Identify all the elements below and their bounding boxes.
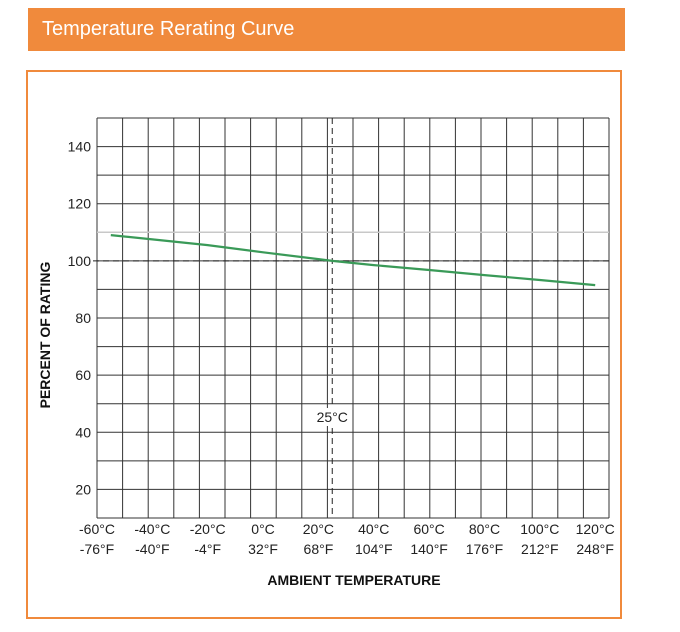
x-tick-label-f: 140°F [410, 541, 448, 557]
reference-label-bg [315, 408, 350, 426]
y-axis-title: PERCENT OF RATING [37, 262, 53, 409]
x-tick-label-c: 40°C [358, 521, 389, 537]
x-tick-label-c: 0°C [251, 521, 275, 537]
x-tick-label-f: 32°F [248, 541, 278, 557]
x-tick-label-f: 68°F [304, 541, 334, 557]
y-tick-label: 140 [68, 139, 92, 155]
x-tick-label-c: 80°C [469, 521, 500, 537]
y-tick-label: 20 [75, 481, 91, 497]
x-tick-label-f: -40°F [135, 541, 169, 557]
x-tick-label-c: -60°C [79, 521, 115, 537]
x-tick-label-c: 60°C [413, 521, 444, 537]
chart-frame [26, 70, 622, 619]
x-tick-label-c: -40°C [134, 521, 170, 537]
x-tick-label-f: -76°F [80, 541, 114, 557]
title-bar: Temperature Rerating Curve [28, 8, 625, 51]
x-tick-label-c: 100°C [520, 521, 559, 537]
y-tick-label: 80 [75, 310, 91, 326]
y-tick-label: 60 [75, 367, 91, 383]
reference-label: 25°C [317, 409, 348, 425]
rerating-curve-line [110, 234, 596, 287]
y-tick-label: 40 [75, 424, 91, 440]
x-tick-label-c: 120°C [576, 521, 615, 537]
y-tick-label: 120 [68, 196, 92, 212]
x-tick-label-f: 248°F [576, 541, 614, 557]
x-axis-title: AMBIENT TEMPERATURE [267, 572, 440, 588]
y-tick-label: 100 [68, 253, 92, 269]
x-tick-label-f: 176°F [466, 541, 504, 557]
x-tick-label-f: -4°F [194, 541, 221, 557]
page-title: Temperature Rerating Curve [42, 18, 295, 40]
x-tick-label-f: 212°F [521, 541, 559, 557]
x-tick-label-c: -20°C [190, 521, 226, 537]
x-tick-label-c: 20°C [303, 521, 334, 537]
x-tick-label-f: 104°F [355, 541, 393, 557]
